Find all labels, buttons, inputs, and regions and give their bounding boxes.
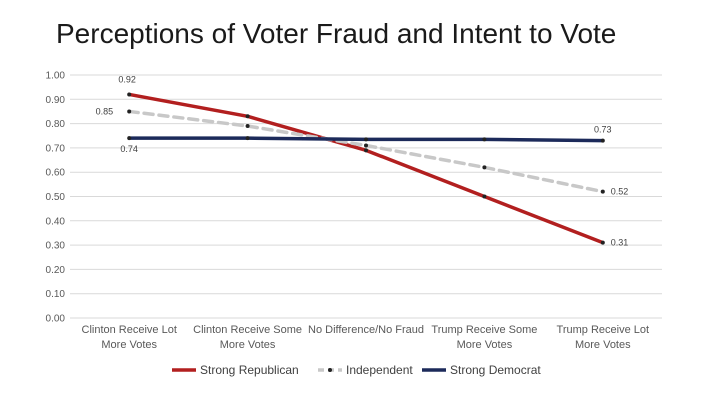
y-tick-label: 0.30 xyxy=(46,241,66,252)
y-tick-label: 0.90 xyxy=(46,95,66,106)
y-tick-label: 0.10 xyxy=(46,289,66,300)
data-label: 0.52 xyxy=(611,187,629,197)
data-point-strong-republican xyxy=(482,194,487,199)
data-point-independent xyxy=(245,124,250,129)
y-tick-label: 0.60 xyxy=(46,168,66,179)
legend-marker xyxy=(328,368,332,372)
chart-title: Perceptions of Voter Fraud and Intent to… xyxy=(56,18,617,49)
data-point-strong-republican xyxy=(364,148,368,153)
data-point-independent xyxy=(364,143,368,148)
data-point-independent xyxy=(600,189,605,194)
data-point-strong-democrat xyxy=(127,136,132,141)
y-tick-label: 0.80 xyxy=(46,119,66,130)
y-tick-label: 0.20 xyxy=(46,265,66,276)
data-label: 0.85 xyxy=(96,106,114,116)
x-tick-label: More Votes xyxy=(457,339,513,351)
y-tick-label: 1.00 xyxy=(46,71,66,82)
data-point-strong-democrat xyxy=(600,138,605,143)
data-point-strong-republican xyxy=(127,92,132,97)
y-tick-label: 0.50 xyxy=(46,192,66,203)
legend-label-independent: Independent xyxy=(346,363,413,377)
data-label: 0.92 xyxy=(118,74,136,84)
x-tick-label: Trump Receive Lot xyxy=(557,324,650,336)
y-tick-label: 0.40 xyxy=(46,216,66,227)
x-tick-label: More Votes xyxy=(220,339,276,351)
data-point-strong-republican xyxy=(600,240,605,245)
legend-label-strong-republican: Strong Republican xyxy=(200,363,299,377)
data-point-independent xyxy=(127,109,132,114)
x-tick-label: Clinton Receive Some xyxy=(193,324,302,336)
x-tick-label: Trump Receive Some xyxy=(431,324,537,336)
x-tick-label: Clinton Receive Lot xyxy=(82,324,177,336)
data-point-independent xyxy=(482,165,487,170)
data-point-strong-republican xyxy=(245,114,250,119)
data-point-strong-democrat xyxy=(482,137,487,142)
x-tick-label: More Votes xyxy=(575,339,631,351)
x-tick-label: More Votes xyxy=(101,339,157,351)
legend-label-strong-democrat: Strong Democrat xyxy=(450,363,541,377)
data-label: 0.73 xyxy=(594,125,612,135)
y-tick-label: 0.00 xyxy=(46,314,66,325)
data-point-strong-democrat xyxy=(364,137,368,142)
y-tick-label: 0.70 xyxy=(46,143,66,154)
data-label: 0.74 xyxy=(120,144,138,154)
data-point-strong-democrat xyxy=(245,136,250,141)
x-tick-label: No Difference/No Fraud xyxy=(308,324,424,336)
data-label: 0.31 xyxy=(611,238,629,248)
